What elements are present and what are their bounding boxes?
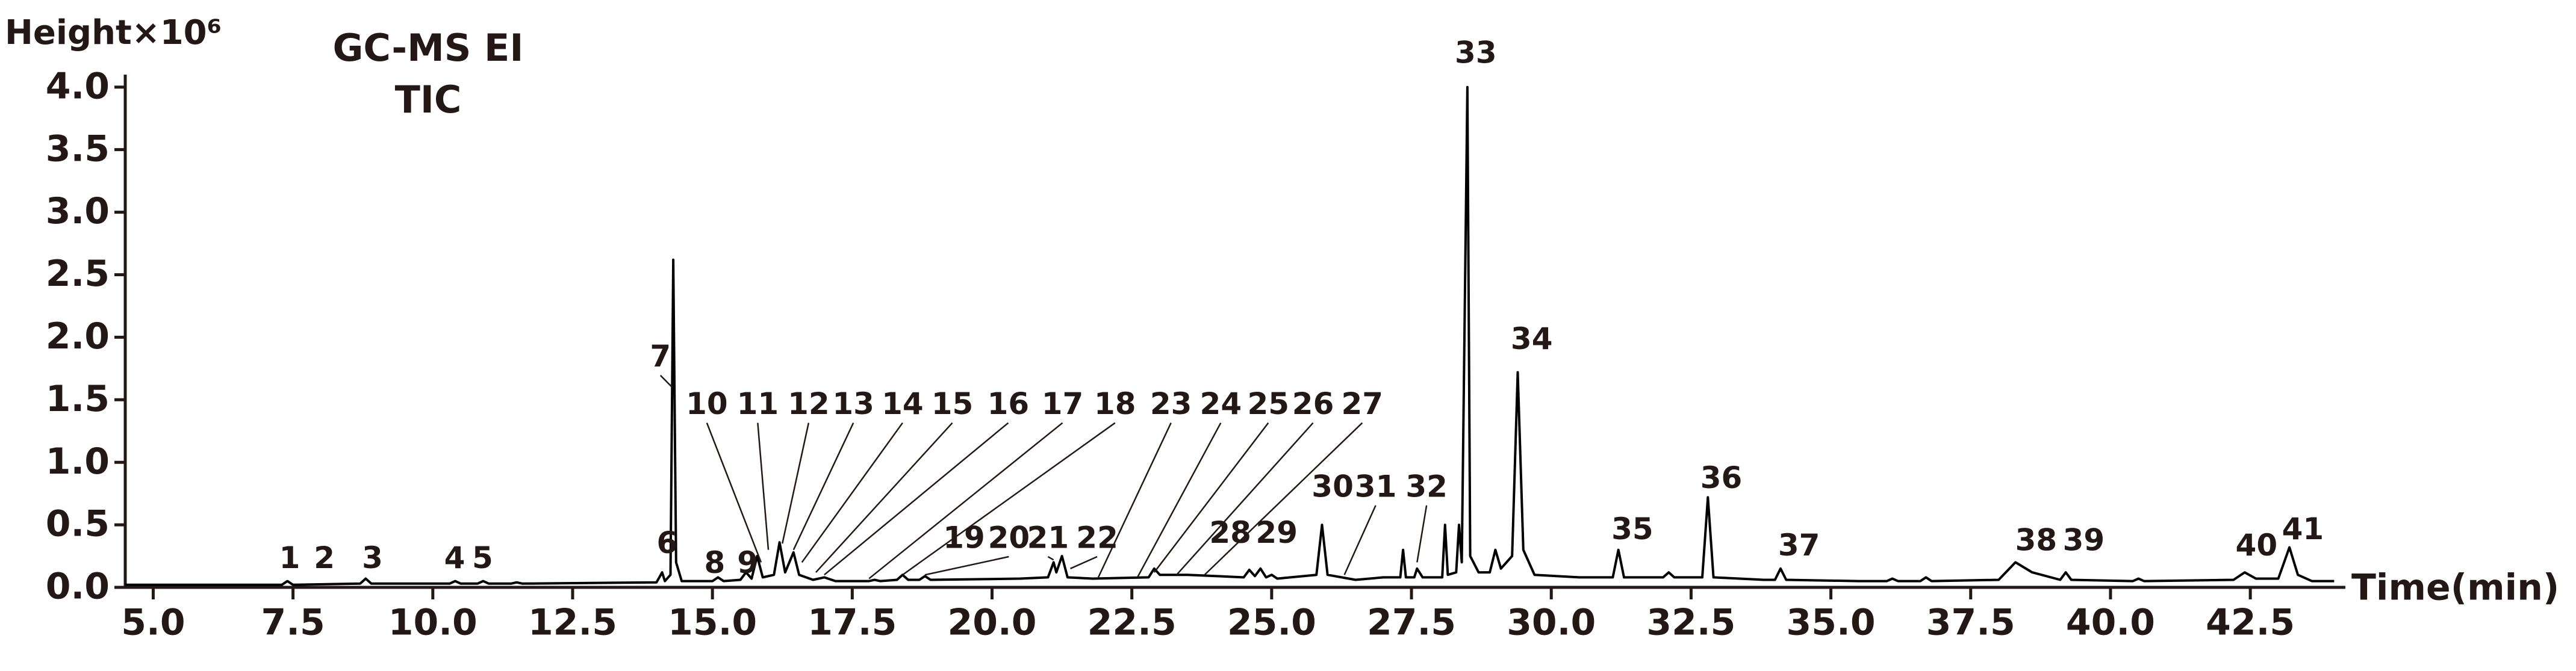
peak-label: 15 [932,386,974,421]
peak-label: 17 [1042,386,1084,421]
peak-label: 36 [1700,460,1743,495]
leader-line [801,422,903,563]
leader-line [924,555,1009,576]
peak-label: 30 [1311,469,1354,504]
peak-label: 4 [444,540,465,575]
leader-line [1070,555,1098,569]
peak-label: 1 [279,540,300,575]
peak-label: 9 [737,545,758,580]
y-tick-label: 0.5 [46,503,110,545]
leader-line [1176,422,1314,576]
peak-label: 2 [314,540,335,575]
peak-label: 40 [2236,528,2278,563]
peak-label: 11 [737,386,779,421]
peak-label: 21 [1027,521,1069,555]
peak-label: 28 [1209,515,1251,550]
x-tick-label: 32.5 [1646,602,1735,644]
peak-label: 8 [704,545,725,580]
peak-label: 13 [832,386,874,421]
chart-title: GC-MS EI [333,26,524,70]
peak-label: 41 [2282,512,2324,546]
x-tick-label: 15.0 [668,602,757,644]
peak-label: 25 [1247,386,1289,421]
leader-line [1136,422,1222,578]
peak-label: 26 [1292,386,1334,421]
x-tick-label: 40.0 [2066,602,2155,644]
leader-line [815,422,953,573]
peak-label: 32 [1405,469,1448,504]
y-tick-label: 2.0 [46,315,110,357]
peak-label: 16 [988,386,1030,421]
leader-line [902,422,1116,576]
peak-label: 3 [362,540,383,575]
x-tick-label: 42.5 [2206,602,2295,644]
leader-line [1097,422,1172,578]
leader-line [868,422,1063,580]
leader-line [824,422,1009,576]
peak-label: 24 [1200,386,1242,421]
peak-label: 35 [1611,512,1654,546]
y-axis-label: Height×10⁶ [5,13,222,52]
peak-label: 34 [1511,321,1553,356]
x-tick-label: 27.5 [1367,602,1456,644]
peak-label: 14 [882,386,924,421]
peak-label: 5 [472,540,493,575]
y-tick-label: 2.5 [46,253,110,295]
peak-label: 6 [657,525,678,560]
y-tick-label: 0.0 [46,566,110,608]
peak-label: 12 [788,386,830,421]
x-tick-label: 7.5 [261,602,325,644]
peak-label: 39 [2063,523,2105,558]
peak-label: 7 [650,339,671,374]
peak-label: 31 [1355,469,1397,504]
leader-line [1416,505,1428,563]
chart-subtitle: TIC [395,78,462,122]
leader-line [706,422,762,563]
x-tick-label: 5.0 [121,602,185,644]
peak-label: 19 [943,521,985,555]
peak-label: 37 [1778,528,1820,563]
leader-line [659,374,673,388]
y-tick-label: 4.0 [46,65,110,107]
peak-label: 38 [2015,523,2058,558]
y-tick-label: 1.5 [46,378,110,420]
x-tick-label: 20.0 [947,602,1036,644]
peak-label: 10 [686,386,728,421]
peak-label: 33 [1455,35,1497,70]
leader-line [1153,422,1269,573]
leader-line [1343,505,1377,575]
peak-label: 20 [988,521,1030,555]
trace [125,85,2335,586]
leader-line [1047,555,1054,561]
x-axis-label: Time(min) [2351,567,2559,609]
leader-line [782,422,810,544]
peak-label: 27 [1342,386,1384,421]
x-tick-label: 10.0 [388,602,478,644]
x-tick-label: 25.0 [1227,602,1316,644]
leader-line [1204,422,1363,576]
leader-line [757,422,770,550]
x-tick-label: 22.5 [1087,602,1177,644]
y-tick-label: 1.0 [46,441,110,483]
peak-label: 18 [1094,386,1136,421]
peak-label: 23 [1150,386,1192,421]
x-tick-label: 17.5 [807,602,897,644]
y-tick-label: 3.0 [46,190,110,232]
x-tick-label: 37.5 [1926,602,2015,644]
leader-line [792,422,854,551]
peak-label: 29 [1255,515,1298,550]
y-tick-label: 3.5 [46,128,110,170]
x-tick-label: 35.0 [1787,602,1876,644]
x-tick-label: 12.5 [528,602,617,644]
x-tick-label: 30.0 [1507,602,1596,644]
